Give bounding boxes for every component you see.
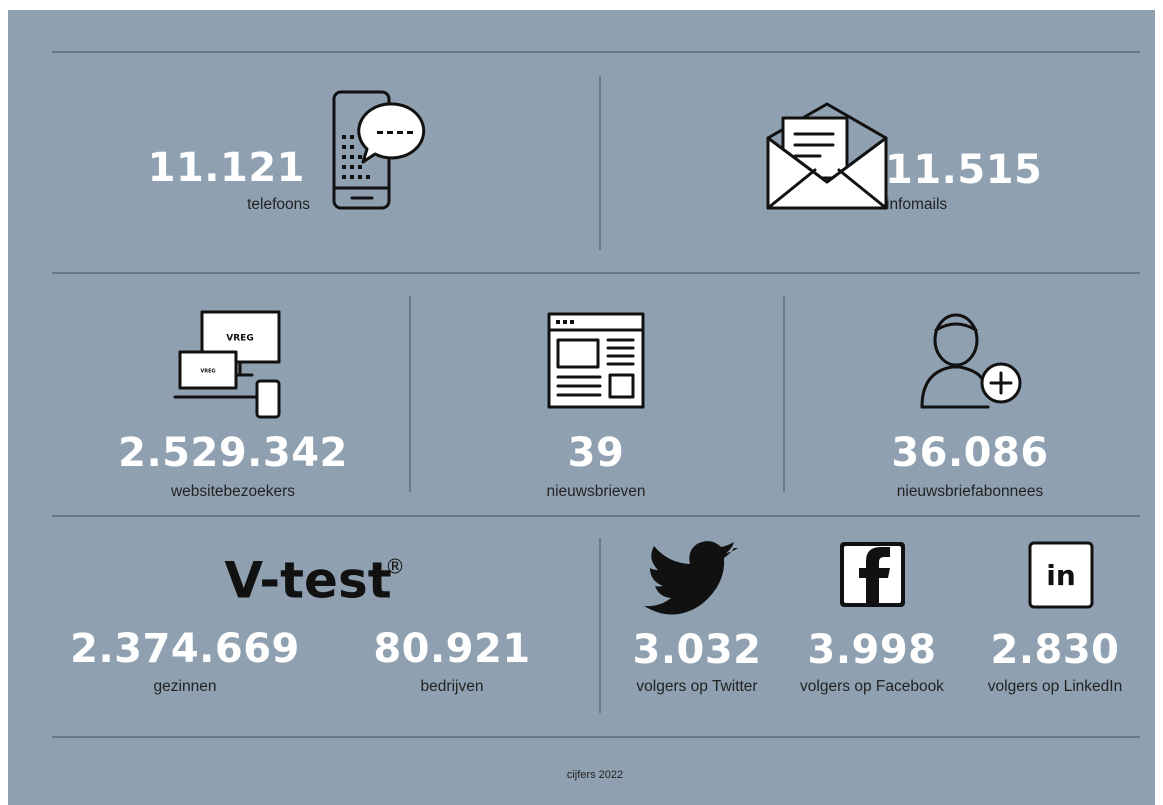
footer: cijfers 2022 xyxy=(567,769,623,781)
stat-value: 3.998 xyxy=(807,627,936,673)
separators xyxy=(52,51,1140,738)
stat-label: bedrijven xyxy=(421,678,484,695)
facebook-icon xyxy=(840,542,905,607)
stat-value: 3.032 xyxy=(632,627,761,673)
newspaper-icon xyxy=(547,312,645,409)
logo-text: in xyxy=(1046,559,1076,592)
twitter-icon xyxy=(644,541,738,615)
stat-label: volgers op Twitter xyxy=(636,678,757,695)
logo-text: VREG xyxy=(200,369,215,375)
stat-value: 2.529.342 xyxy=(118,430,348,476)
stat-value: 11.121 xyxy=(148,145,305,191)
envelope-icon xyxy=(766,102,888,210)
stat-label: websitebezoekers xyxy=(170,483,295,500)
stat-label: nieuwsbriefabonnees xyxy=(897,483,1044,500)
stat-label: volgers op Facebook xyxy=(800,678,944,695)
registered-mark: ® xyxy=(385,555,405,579)
phone-icon xyxy=(332,90,426,210)
logo-text: VREG xyxy=(226,334,253,344)
stat-label: volgers op LinkedIn xyxy=(988,678,1122,695)
person-icon xyxy=(920,313,1022,409)
stat-value: 36.086 xyxy=(891,430,1048,476)
stat-value: 39 xyxy=(568,430,625,476)
stat-label: infomails xyxy=(886,196,947,213)
brand-title: V-test xyxy=(224,552,391,610)
devices-icon: VREG VREG xyxy=(173,310,281,419)
stat-label: telefoons xyxy=(247,196,310,213)
stat-value: 2.830 xyxy=(990,627,1119,673)
stat-label: gezinnen xyxy=(154,678,217,695)
stat-value: 80.921 xyxy=(373,626,530,672)
stat-label: nieuwsbrieven xyxy=(546,483,645,500)
linkedin-icon: in xyxy=(1028,541,1094,609)
stat-value: 11.515 xyxy=(885,147,1042,193)
stat-value: 2.374.669 xyxy=(70,626,300,672)
